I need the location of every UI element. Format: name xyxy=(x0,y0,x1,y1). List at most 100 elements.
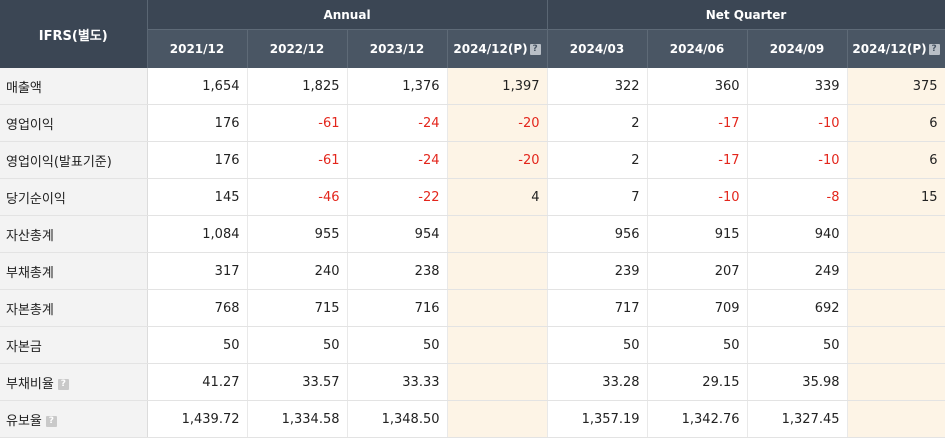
value-cell: 238 xyxy=(347,252,448,290)
row-label: 영업이익 xyxy=(0,104,148,142)
value-cell: 33.33 xyxy=(347,363,448,401)
value-cell xyxy=(447,215,548,253)
table-row: 유보율? 1,439.72 1,334.58 1,348.50 1,357.19 1,34… xyxy=(0,400,945,438)
table-body: 매출액 1,654 1,825 1,376 1,397 322 360 339 375 영업이익 1… xyxy=(0,68,945,438)
value-cell xyxy=(847,215,945,253)
value-cell: 1,327.45 xyxy=(747,400,848,438)
value-cell: 1,357.19 xyxy=(547,400,648,438)
value-cell xyxy=(847,363,945,401)
value-cell xyxy=(447,289,548,327)
value-cell: 249 xyxy=(747,252,848,290)
table-row: 자본총계 768 715 716 717 709 692 xyxy=(0,289,945,327)
row-label: 당기순이익 xyxy=(0,178,148,216)
question-mark-icon[interactable]: ? xyxy=(529,44,541,55)
value-cell: 716 xyxy=(347,289,448,327)
value-cell: 240 xyxy=(247,252,348,290)
value-cell: 339 xyxy=(747,68,848,105)
value-cell: -20 xyxy=(447,104,548,142)
value-cell: -24 xyxy=(347,141,448,179)
value-cell: 692 xyxy=(747,289,848,327)
value-cell: 176 xyxy=(147,141,248,179)
value-cell: 176 xyxy=(147,104,248,142)
value-cell xyxy=(847,326,945,364)
value-cell: -20 xyxy=(447,141,548,179)
row-label: 부채비율? xyxy=(0,363,148,401)
value-cell: -17 xyxy=(647,141,748,179)
question-mark-icon[interactable]: ? xyxy=(928,44,940,55)
value-cell: 717 xyxy=(547,289,648,327)
table-row: 자본금 50 50 50 50 50 50 xyxy=(0,326,945,364)
value-cell: 7 xyxy=(547,178,648,216)
value-cell: 1,397 xyxy=(447,68,548,105)
quarter-period-header: 2024/03 xyxy=(547,29,648,68)
value-cell: 50 xyxy=(547,326,648,364)
annual-period-header-estimate: 2024/12(P)? xyxy=(447,29,548,68)
value-cell: 50 xyxy=(247,326,348,364)
value-cell: 322 xyxy=(547,68,648,105)
value-cell: 50 xyxy=(647,326,748,364)
value-cell: 1,439.72 xyxy=(147,400,248,438)
row-label: 유보율? xyxy=(0,400,148,438)
value-cell: 954 xyxy=(347,215,448,253)
value-cell xyxy=(447,363,548,401)
value-cell: 1,342.76 xyxy=(647,400,748,438)
row-label: 자본금 xyxy=(0,326,148,364)
value-cell xyxy=(447,252,548,290)
row-label: 자산총계 xyxy=(0,215,148,253)
value-cell xyxy=(847,252,945,290)
value-cell: 145 xyxy=(147,178,248,216)
value-cell: 709 xyxy=(647,289,748,327)
row-label: 매출액 xyxy=(0,68,148,105)
quarter-period-header: 2024/06 xyxy=(647,29,748,68)
question-mark-icon[interactable]: ? xyxy=(45,415,57,427)
value-cell: -24 xyxy=(347,104,448,142)
value-cell xyxy=(847,289,945,327)
table-row: 자산총계 1,084 955 954 956 915 940 xyxy=(0,215,945,253)
value-cell: -10 xyxy=(747,141,848,179)
value-cell: -61 xyxy=(247,141,348,179)
value-cell: 955 xyxy=(247,215,348,253)
value-cell: -46 xyxy=(247,178,348,216)
value-cell: 33.28 xyxy=(547,363,648,401)
quarter-period-header-estimate: 2024/12(P)? xyxy=(847,29,945,68)
value-cell: 956 xyxy=(547,215,648,253)
value-cell: 2 xyxy=(547,141,648,179)
annual-period-header: 2021/12 xyxy=(147,29,248,68)
value-cell: -17 xyxy=(647,104,748,142)
row-label: 부채총계 xyxy=(0,252,148,290)
table-row: 당기순이익 145 -46 -22 4 7 -10 -8 15 xyxy=(0,178,945,216)
value-cell: 35.98 xyxy=(747,363,848,401)
value-cell xyxy=(447,400,548,438)
value-cell: 1,348.50 xyxy=(347,400,448,438)
value-cell: 6 xyxy=(847,141,945,179)
row-label: 영업이익(발표기준) xyxy=(0,141,148,179)
value-cell: 41.27 xyxy=(147,363,248,401)
value-cell: 1,084 xyxy=(147,215,248,253)
value-cell: 1,334.58 xyxy=(247,400,348,438)
table-row: 부채비율? 41.27 33.57 33.33 33.28 29.15 35.98 xyxy=(0,363,945,401)
value-cell: 768 xyxy=(147,289,248,327)
value-cell: 715 xyxy=(247,289,348,327)
value-cell: 1,654 xyxy=(147,68,248,105)
value-cell: 1,825 xyxy=(247,68,348,105)
value-cell: 207 xyxy=(647,252,748,290)
value-cell: 50 xyxy=(347,326,448,364)
row-label: 자본총계 xyxy=(0,289,148,327)
table-row: 영업이익 176 -61 -24 -20 2 -17 -10 6 xyxy=(0,104,945,142)
value-cell: 50 xyxy=(147,326,248,364)
table-row: 매출액 1,654 1,825 1,376 1,397 322 360 339 375 xyxy=(0,68,945,105)
value-cell: 29.15 xyxy=(647,363,748,401)
annual-period-header: 2022/12 xyxy=(247,29,348,68)
question-mark-icon[interactable]: ? xyxy=(57,378,69,390)
value-cell: 1,376 xyxy=(347,68,448,105)
annual-group-header: Annual xyxy=(147,0,548,30)
value-cell xyxy=(447,326,548,364)
value-cell xyxy=(847,400,945,438)
value-cell: -10 xyxy=(647,178,748,216)
annual-period-header: 2023/12 xyxy=(347,29,448,68)
value-cell: 15 xyxy=(847,178,945,216)
value-cell: 360 xyxy=(647,68,748,105)
value-cell: 317 xyxy=(147,252,248,290)
value-cell: 6 xyxy=(847,104,945,142)
